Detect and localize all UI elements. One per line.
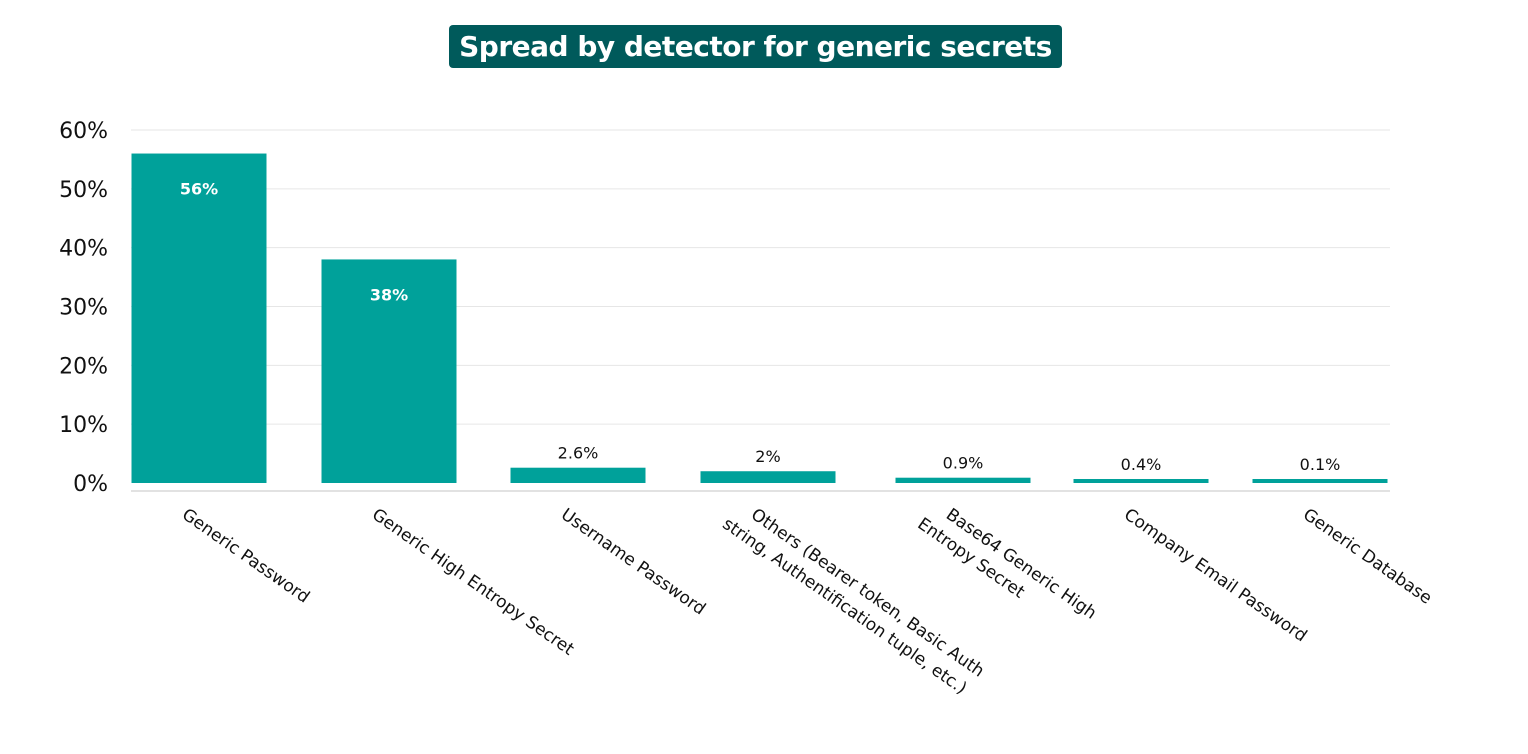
bar — [1252, 479, 1388, 483]
bar — [1073, 479, 1209, 483]
data-label: 0.9% — [943, 454, 984, 473]
category-label: Others (Bearer token, Basic Authstring, … — [719, 505, 988, 699]
bar — [131, 153, 267, 484]
bars — [131, 153, 1388, 484]
x-axis-categories: Generic Password Generic High Entropy Sec… — [178, 505, 1435, 699]
data-labels: 56% 38% 2.6% 2% 0.9% 0.4% 0.1% — [180, 180, 1340, 474]
data-label: 2% — [755, 447, 780, 466]
category-label-line: Username Password — [557, 505, 709, 620]
data-label: 56% — [180, 180, 218, 199]
category-label-line: Generic High Entropy Secret — [368, 505, 578, 660]
category-label: Generic High Entropy Secret — [368, 505, 578, 660]
category-label: Username Password — [557, 505, 709, 620]
category-label-line: Generic Database — [1299, 505, 1435, 609]
category-label-line: Company Email Password — [1120, 505, 1310, 647]
category-label-line: Others (Bearer token, Basic Auth — [747, 505, 988, 682]
y-tick-label: 0% — [73, 472, 108, 497]
category-label: Generic Database — [1299, 505, 1435, 609]
chart-title-box: Spread by detector for generic secrets — [449, 25, 1062, 68]
y-tick-label: 40% — [59, 237, 108, 262]
category-label-line: Generic Password — [178, 505, 313, 608]
data-label: 0.4% — [1121, 455, 1162, 474]
y-tick-label: 30% — [59, 296, 108, 321]
y-axis-ticks: 0% 10% 20% 30% 40% 50% 60% — [59, 119, 108, 497]
bar — [321, 259, 457, 483]
bar — [700, 471, 836, 483]
category-label: Generic Password — [178, 505, 313, 608]
y-tick-label: 20% — [59, 354, 108, 379]
category-label: Company Email Password — [1120, 505, 1310, 647]
y-tick-label: 10% — [59, 413, 108, 438]
bar — [510, 467, 646, 483]
chart-title: Spread by detector for generic secrets — [459, 30, 1052, 63]
y-tick-label: 50% — [59, 178, 108, 203]
y-tick-label: 60% — [59, 119, 108, 144]
bar — [895, 477, 1031, 483]
data-label: 38% — [370, 285, 408, 304]
data-label: 2.6% — [558, 444, 599, 463]
data-label: 0.1% — [1300, 455, 1341, 474]
grid-lines — [131, 129, 1390, 492]
